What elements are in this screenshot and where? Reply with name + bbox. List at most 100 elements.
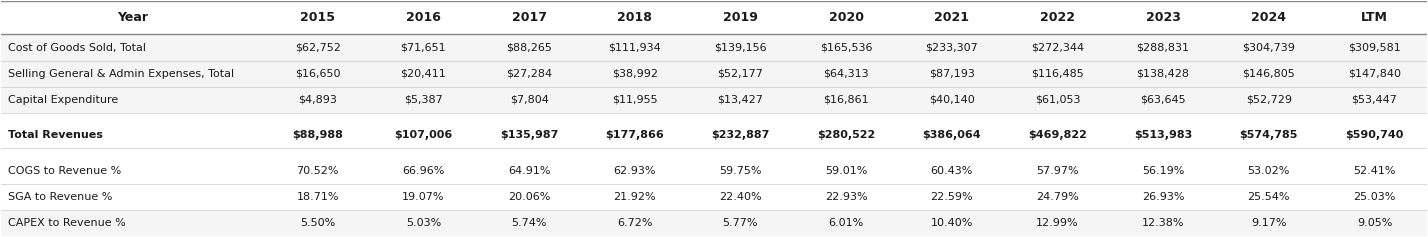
Text: 25.03%: 25.03% <box>1354 192 1395 202</box>
Text: $288,831: $288,831 <box>1137 42 1190 53</box>
Text: $272,344: $272,344 <box>1031 42 1084 53</box>
Text: Capital Expenditure: Capital Expenditure <box>7 95 119 105</box>
Text: $20,411: $20,411 <box>400 68 447 79</box>
Text: $513,983: $513,983 <box>1134 130 1192 140</box>
Text: $139,156: $139,156 <box>714 42 767 53</box>
Text: $147,840: $147,840 <box>1348 68 1401 79</box>
Text: $53,447: $53,447 <box>1351 95 1398 105</box>
Text: SGA to Revenue %: SGA to Revenue % <box>7 192 113 202</box>
Text: 22.59%: 22.59% <box>931 192 972 202</box>
Text: 70.52%: 70.52% <box>297 166 338 176</box>
Bar <box>0 148 1428 158</box>
Text: 60.43%: 60.43% <box>931 166 972 176</box>
Text: 64.91%: 64.91% <box>508 166 550 176</box>
Text: 2023: 2023 <box>1145 11 1181 24</box>
Text: 5.77%: 5.77% <box>723 218 758 228</box>
Text: 19.07%: 19.07% <box>403 192 444 202</box>
Bar <box>0 184 1428 210</box>
Text: $61,053: $61,053 <box>1035 95 1080 105</box>
Text: $16,650: $16,650 <box>296 68 340 79</box>
Text: 2024: 2024 <box>1251 11 1287 24</box>
Text: $165,536: $165,536 <box>820 42 873 53</box>
Text: 9.05%: 9.05% <box>1357 218 1392 228</box>
Text: 53.02%: 53.02% <box>1248 166 1289 176</box>
Text: 22.93%: 22.93% <box>825 192 867 202</box>
Bar <box>0 158 1428 184</box>
Text: $64,313: $64,313 <box>824 68 868 79</box>
Text: LTM: LTM <box>1361 11 1388 24</box>
Text: 21.92%: 21.92% <box>614 192 655 202</box>
Text: $107,006: $107,006 <box>394 130 453 140</box>
Bar <box>0 113 1428 122</box>
Text: 25.54%: 25.54% <box>1248 192 1289 202</box>
Text: $87,193: $87,193 <box>928 68 975 79</box>
Bar <box>0 61 1428 87</box>
Text: $27,284: $27,284 <box>506 68 553 79</box>
Text: 20.06%: 20.06% <box>508 192 550 202</box>
Text: 2020: 2020 <box>828 11 864 24</box>
Text: 5.03%: 5.03% <box>406 218 441 228</box>
Text: $63,645: $63,645 <box>1141 95 1185 105</box>
Text: 18.71%: 18.71% <box>297 192 338 202</box>
Text: $13,427: $13,427 <box>717 95 764 105</box>
Text: $280,522: $280,522 <box>817 130 875 140</box>
Text: $16,861: $16,861 <box>824 95 868 105</box>
Text: 56.19%: 56.19% <box>1142 166 1184 176</box>
Text: 12.38%: 12.38% <box>1142 218 1184 228</box>
Text: 59.75%: 59.75% <box>720 166 761 176</box>
Text: 12.99%: 12.99% <box>1037 218 1078 228</box>
Text: 52.41%: 52.41% <box>1354 166 1395 176</box>
Text: $52,729: $52,729 <box>1245 95 1292 105</box>
Text: Cost of Goods Sold, Total: Cost of Goods Sold, Total <box>7 42 146 53</box>
Text: 6.72%: 6.72% <box>617 218 653 228</box>
Text: $574,785: $574,785 <box>1240 130 1298 140</box>
Text: 2015: 2015 <box>300 11 336 24</box>
Text: 2018: 2018 <box>617 11 653 24</box>
Text: 22.40%: 22.40% <box>720 192 761 202</box>
Text: $232,887: $232,887 <box>711 130 770 140</box>
Text: $111,934: $111,934 <box>608 42 661 53</box>
Text: 62.93%: 62.93% <box>614 166 655 176</box>
Text: Year: Year <box>117 11 149 24</box>
Text: $304,739: $304,739 <box>1242 42 1295 53</box>
Bar <box>0 87 1428 113</box>
Text: 26.93%: 26.93% <box>1142 192 1184 202</box>
Text: $177,866: $177,866 <box>605 130 664 140</box>
Text: $4,893: $4,893 <box>298 95 337 105</box>
Text: COGS to Revenue %: COGS to Revenue % <box>7 166 121 176</box>
Text: $138,428: $138,428 <box>1137 68 1190 79</box>
Text: 9.17%: 9.17% <box>1251 218 1287 228</box>
Text: $52,177: $52,177 <box>717 68 764 79</box>
Text: 10.40%: 10.40% <box>931 218 972 228</box>
Text: $135,987: $135,987 <box>500 130 558 140</box>
Text: 24.79%: 24.79% <box>1037 192 1078 202</box>
Text: $233,307: $233,307 <box>925 42 978 53</box>
Bar <box>0 35 1428 61</box>
Bar <box>0 1 1428 35</box>
Text: $116,485: $116,485 <box>1031 68 1084 79</box>
Text: $88,988: $88,988 <box>293 130 343 140</box>
Bar <box>0 210 1428 236</box>
Text: $62,752: $62,752 <box>294 42 341 53</box>
Text: 5.74%: 5.74% <box>511 218 547 228</box>
Text: $469,822: $469,822 <box>1028 130 1087 140</box>
Text: $7,804: $7,804 <box>510 95 548 105</box>
Text: 2022: 2022 <box>1040 11 1075 24</box>
Text: $590,740: $590,740 <box>1345 130 1404 140</box>
Text: 57.97%: 57.97% <box>1037 166 1078 176</box>
Text: 2017: 2017 <box>511 11 547 24</box>
Text: 59.01%: 59.01% <box>825 166 867 176</box>
Text: 2019: 2019 <box>723 11 758 24</box>
Text: 5.50%: 5.50% <box>300 218 336 228</box>
Text: 6.01%: 6.01% <box>828 218 864 228</box>
Text: 2016: 2016 <box>406 11 441 24</box>
Text: $11,955: $11,955 <box>613 95 657 105</box>
Text: $38,992: $38,992 <box>611 68 658 79</box>
Text: $71,651: $71,651 <box>401 42 446 53</box>
Bar <box>0 122 1428 148</box>
Text: 66.96%: 66.96% <box>403 166 444 176</box>
Text: $386,064: $386,064 <box>922 130 981 140</box>
Text: $5,387: $5,387 <box>404 95 443 105</box>
Text: $146,805: $146,805 <box>1242 68 1295 79</box>
Text: CAPEX to Revenue %: CAPEX to Revenue % <box>7 218 126 228</box>
